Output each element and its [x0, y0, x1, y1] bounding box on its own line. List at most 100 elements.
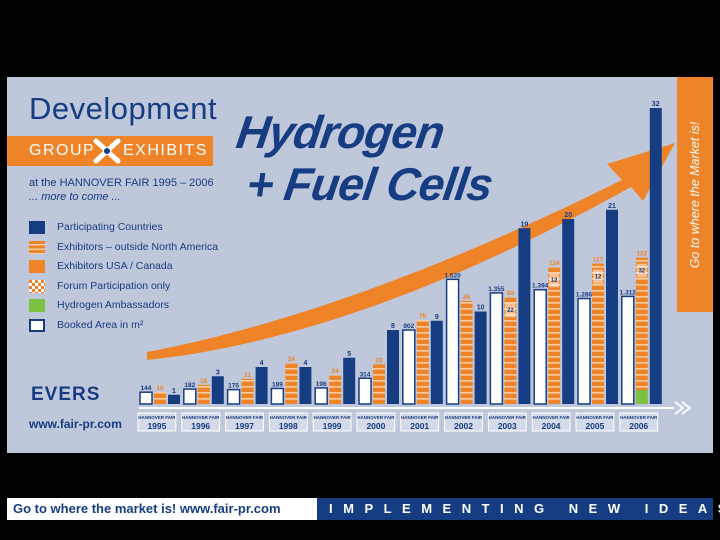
timeline-box-2005 — [575, 412, 615, 432]
bar-exhibitors-2001 — [416, 320, 429, 404]
year-label-2004: 2004 — [542, 421, 561, 431]
legend-swatch-booked — [29, 319, 45, 332]
bar-booked-2003 — [489, 292, 504, 405]
timeline-arrows — [674, 401, 692, 415]
year-label-1998: 1998 — [279, 421, 298, 431]
year-label-2000: 2000 — [366, 421, 385, 431]
label-booked-2001: 902 — [403, 323, 414, 330]
label-booked-2000: 314 — [360, 371, 371, 378]
bar-countries-1998 — [299, 367, 312, 404]
bar-countries-2005 — [606, 209, 618, 404]
bar-booked-2005 — [577, 297, 591, 405]
legend-label-exhibitors: Exhibitors – outside North America — [57, 240, 219, 253]
bar-booked-2006 — [621, 295, 635, 405]
year-label-1997: 1997 — [235, 421, 254, 431]
inner-box-2003 — [505, 303, 516, 318]
bottom-slogan: Go to where the market is! www.fair-pr.c… — [13, 501, 281, 516]
bar-exhibitors-2000 — [373, 364, 385, 404]
legend-swatch-hydrogen — [29, 299, 45, 313]
label-booked-1997: 175 — [228, 383, 239, 390]
legend-swatch-forum — [29, 279, 45, 293]
exhibits-label: EXHIBITS — [123, 142, 208, 159]
headline-hydrogen: Hydrogen — [233, 106, 448, 158]
bar-exhibitors-2005 — [592, 263, 604, 404]
label-countries-2004: 20 — [564, 212, 572, 219]
fair-label-2002: HANNOVER FAIR — [445, 415, 483, 420]
year-label-1999: 1999 — [323, 421, 342, 431]
bar-countries-2006 — [649, 108, 662, 404]
fair-label-1995: HANNOVER FAIR — [138, 415, 176, 420]
bar-booked-1997 — [226, 388, 241, 405]
bar-exhibitors-2002 — [460, 300, 473, 404]
legend-swatch-exhibitors — [29, 240, 45, 254]
label-booked-2006: 1.312 — [620, 289, 637, 296]
bar-exhibitors-1998 — [285, 363, 298, 404]
inner-box-2006 — [636, 263, 647, 278]
bar-exhibitors-2003 — [504, 297, 517, 404]
timeline-box-2001 — [400, 412, 440, 432]
label-countries-2000: 8 — [391, 323, 395, 330]
legend-label-countries: Participating Countries — [57, 221, 163, 233]
legend-label-usa: Exhibitors USA / Canada — [57, 260, 173, 273]
timeline-box-1999 — [312, 412, 352, 432]
legend-label-hydrogen: Hydrogen Ambassadors — [57, 299, 170, 312]
group-exhibits-banner: GROUP EXHIBITS — [7, 136, 213, 166]
bar-countries-1995 — [168, 394, 180, 404]
cross-icon — [93, 138, 121, 164]
legend-swatch-countries — [29, 221, 45, 234]
bar-booked-2001 — [402, 329, 416, 405]
fair-label-1996: HANNOVER FAIR — [182, 415, 220, 420]
inner-box-2004 — [549, 273, 560, 288]
bar-chart: 144 10 1 182 16 3 175 21 4 189 34 4 196 24 5 314 33 8 902 7… — [137, 101, 692, 432]
growth-arrow — [147, 143, 675, 360]
label-booked-1995: 144 — [141, 385, 152, 392]
bar-countries-1999 — [343, 357, 356, 404]
label-countries-2005: 21 — [608, 203, 616, 210]
bar-hydrogen-2006 — [635, 390, 648, 404]
label-exhibitors-1995: 10 — [156, 385, 164, 392]
more-to-come: ... more to come ... — [29, 191, 121, 203]
label-exhibitors-1998: 34 — [288, 356, 296, 363]
bar-booked-2000 — [358, 377, 372, 405]
label-booked-2002: 1.520 — [444, 272, 461, 279]
fair-label-2001: HANNOVER FAIR — [401, 415, 439, 420]
bar-exhibitors-2006 — [635, 257, 648, 404]
timeline-box-2004 — [531, 412, 571, 432]
timeline-box-2000 — [356, 412, 396, 432]
bar-booked-1996 — [183, 388, 197, 405]
bar-booked-1999 — [314, 387, 328, 405]
label-countries-1995: 1 — [172, 388, 176, 395]
legend-label-forum: Forum Participation only — [57, 279, 171, 292]
bar-countries-2004 — [562, 219, 575, 404]
label-countries-2001: 9 — [435, 314, 439, 321]
bar-booked-2002 — [445, 278, 460, 405]
legend-label-booked: Booked Area in m² — [57, 319, 144, 331]
bottom-bar-left: Go to where the market is! www.fair-pr.c… — [7, 498, 317, 520]
timeline-box-1997 — [225, 412, 264, 432]
bar-exhibitors-1997 — [241, 378, 254, 404]
subtitle: at the HANNOVER FAIR 1995 – 2006 — [29, 177, 214, 189]
label-exhibitors-2002: 86 — [463, 294, 471, 301]
bar-countries-2002 — [474, 311, 487, 404]
page-title: Development — [29, 91, 218, 126]
fair-label-2006: HANNOVER FAIR — [620, 415, 658, 420]
year-label-2002: 2002 — [454, 421, 473, 431]
fair-label-1998: HANNOVER FAIR — [270, 415, 308, 420]
timeline-box-1998 — [268, 412, 308, 432]
group-label: GROUP — [29, 142, 96, 159]
bar-exhibitors-1996 — [197, 384, 210, 404]
year-label-2006: 2006 — [629, 421, 648, 431]
label-booked-2003: 1.355 — [488, 286, 505, 293]
year-label-1995: 1995 — [147, 421, 166, 431]
bar-countries-1997 — [255, 367, 268, 404]
bar-booked-1998 — [270, 387, 285, 405]
label-booked-1999: 196 — [316, 381, 327, 388]
label-countries-1999: 5 — [347, 351, 351, 358]
inner-box-2005 — [593, 269, 603, 284]
bar-booked-1995 — [139, 391, 153, 405]
label-exhibitors-2006: 122 — [636, 251, 647, 258]
inner-label-2006: 32 — [638, 269, 645, 275]
timeline-axis — [139, 407, 674, 409]
label-countries-1998: 4 — [303, 360, 307, 367]
bottom-tagline: IMPLEMENTING NEW IDEAS — [329, 501, 720, 516]
